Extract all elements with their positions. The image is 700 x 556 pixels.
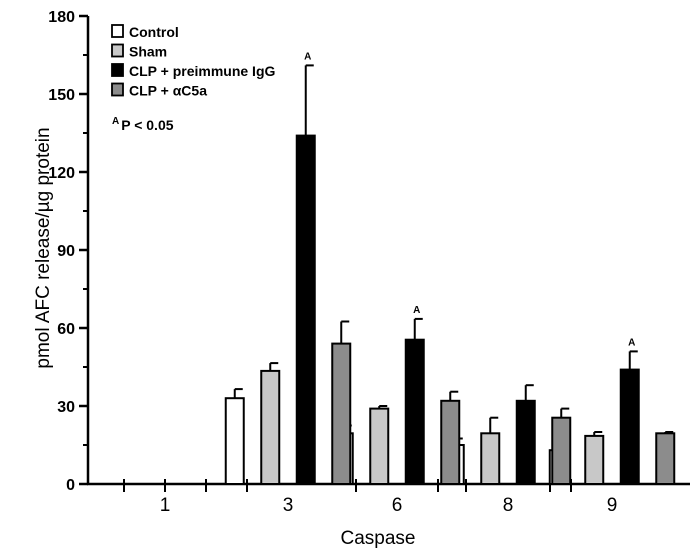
- bar: [655, 432, 676, 485]
- legend-swatch: [111, 43, 124, 58]
- y-tick-label: 150: [48, 87, 75, 104]
- y-tick-label: 30: [57, 399, 75, 416]
- x-tick-label: 3: [283, 495, 294, 516]
- significance-marker: A: [628, 337, 635, 348]
- y-tick-label: 120: [48, 165, 75, 182]
- bar: [369, 407, 390, 486]
- legend-label: CLP + preimmune IgG: [129, 63, 275, 79]
- legend: Control Sham CLP + preimmune IgG CLP + αC5a: [111, 24, 275, 99]
- bar: [331, 342, 352, 485]
- significance-note-sup: A: [112, 116, 119, 127]
- x-axis-label: Caspase: [341, 528, 416, 549]
- bar: [551, 416, 572, 486]
- x-tick-label: 8: [503, 495, 514, 516]
- legend-swatch: [111, 24, 124, 38]
- legend-label: Control: [129, 24, 179, 40]
- bar: [224, 397, 245, 486]
- bar: [619, 368, 640, 486]
- x-tick-label: 1: [160, 495, 171, 516]
- bar: [480, 432, 501, 485]
- y-tick-label: 60: [57, 321, 75, 338]
- legend-swatch: [111, 82, 124, 97]
- x-tick-label: 6: [392, 495, 403, 516]
- plot-area: 0 30 60 90 120 150 180 1 3 6 8 9 A A A: [48, 9, 690, 516]
- x-tick-label: 9: [607, 495, 618, 516]
- significance-marker: A: [413, 305, 420, 316]
- bar: [260, 369, 281, 485]
- legend-swatch: [111, 63, 124, 77]
- y-tick-label: 90: [57, 243, 75, 260]
- significance-marker: A: [304, 51, 311, 62]
- bar: [515, 399, 536, 485]
- legend-label: Sham: [129, 44, 167, 60]
- significance-note-text: P < 0.05: [121, 117, 174, 133]
- bar: [440, 399, 461, 485]
- bar: [295, 134, 316, 485]
- y-tick-label: 180: [48, 9, 75, 26]
- y-axis-label: pmol AFC release/µg protein: [33, 127, 54, 368]
- y-tick-label: 0: [66, 477, 75, 494]
- bar: [404, 338, 425, 486]
- bar: [584, 434, 605, 485]
- legend-label: CLP + αC5a: [129, 83, 207, 99]
